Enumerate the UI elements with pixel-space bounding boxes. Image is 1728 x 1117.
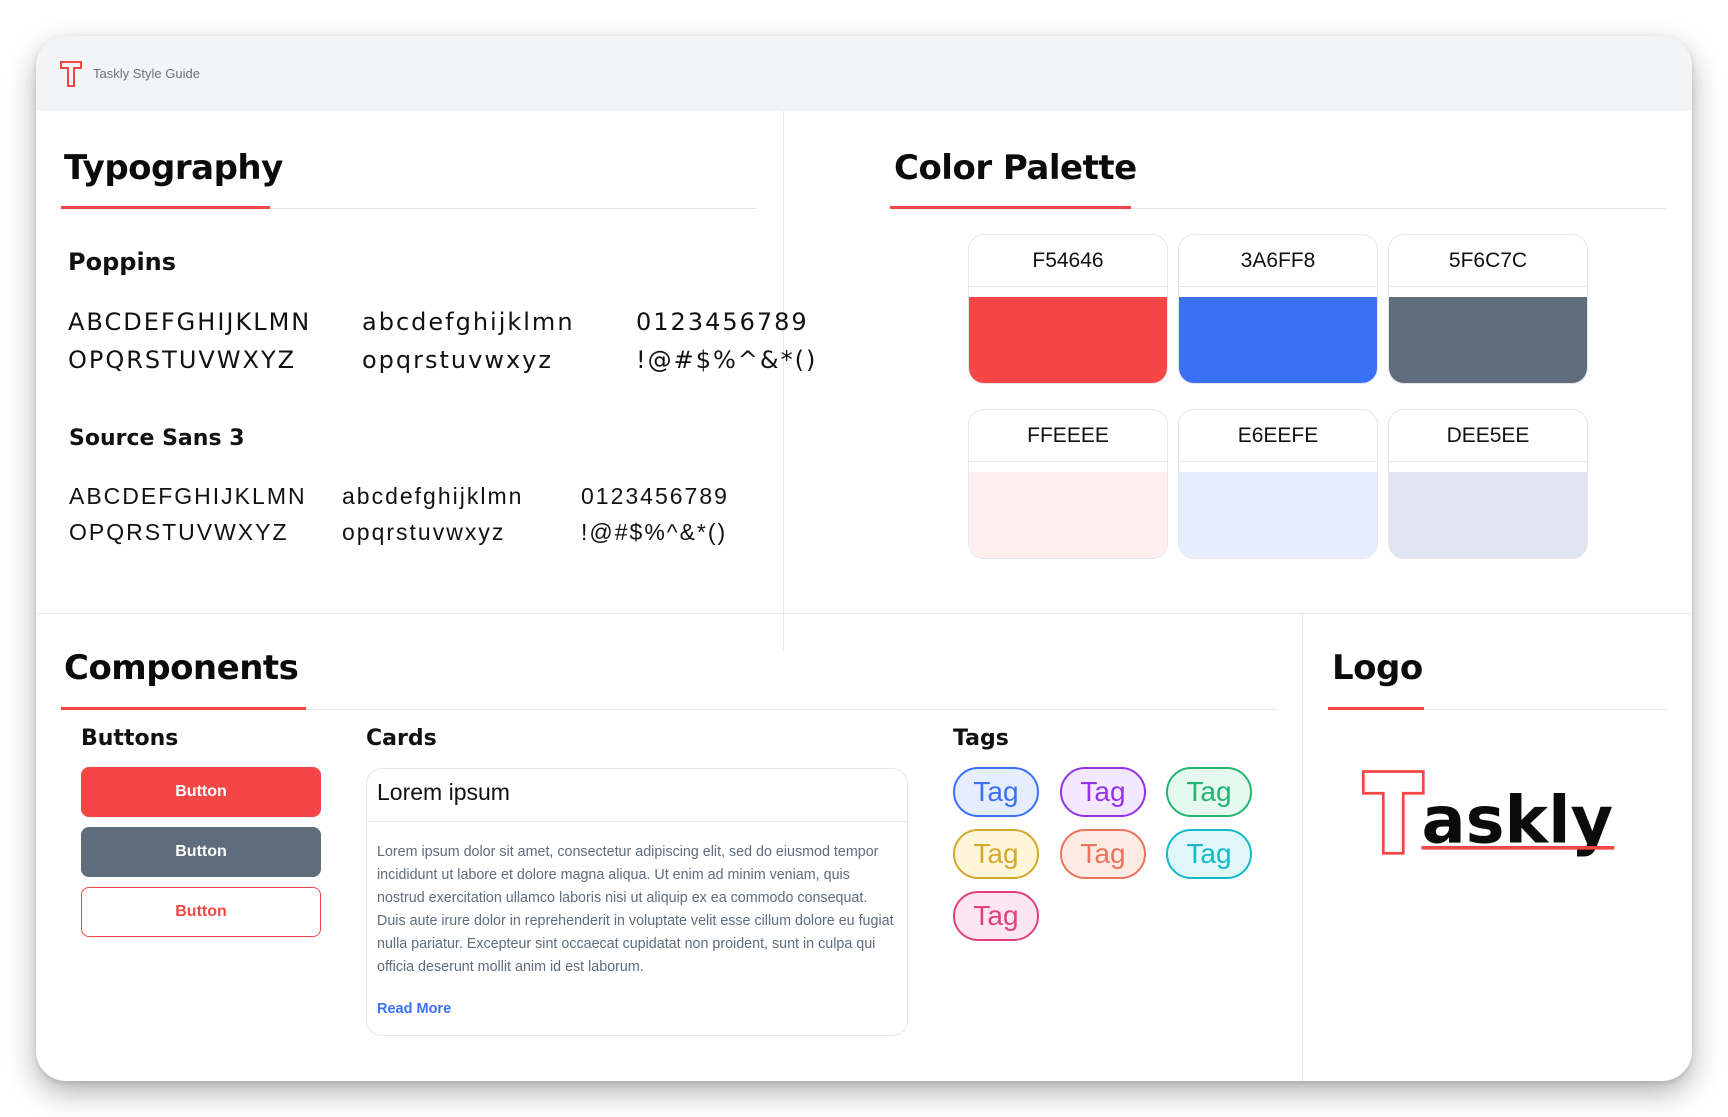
swatch-fill — [1389, 297, 1587, 383]
swatch-e6eefe: E6EEFE — [1178, 409, 1378, 559]
secondary-button[interactable]: Button — [81, 827, 321, 877]
swatch-fill — [1389, 472, 1587, 558]
poppins-lowercase: abcdefghijklmn opqrstuvwxyz — [362, 308, 575, 374]
logo-title: Logo — [1332, 648, 1423, 688]
palette-title: Color Palette — [894, 148, 1137, 188]
cards-heading: Cards — [366, 726, 437, 751]
swatch-dee5ee: DEE5EE — [1388, 409, 1588, 559]
logo-rule — [1328, 709, 1668, 710]
palette-rule — [890, 208, 1666, 209]
swatch-hex: FFEEEE — [969, 410, 1167, 462]
taskly-wordmark-logo: askly — [1361, 770, 1615, 858]
swatch-3a6ff8: 3A6FF8 — [1178, 234, 1378, 384]
swatch-hex: 3A6FF8 — [1179, 235, 1377, 287]
card-divider — [367, 821, 907, 822]
swatch-5f6c7c: 5F6C7C — [1388, 234, 1588, 384]
divider-vertical-bottom — [1302, 613, 1303, 1081]
taskly-logo-icon — [60, 60, 82, 87]
divider-vertical-top — [783, 111, 784, 651]
poppins-numbers: 0123456789 !@#$%^&*() — [636, 308, 818, 374]
tag-yellow[interactable]: Tag — [953, 829, 1039, 879]
primary-button[interactable]: Button — [81, 767, 321, 817]
tag-orange[interactable]: Tag — [1060, 829, 1146, 879]
tag-green[interactable]: Tag — [1166, 767, 1252, 817]
wordmark-underline — [1421, 846, 1615, 850]
components-rule — [61, 709, 1277, 710]
swatch-f54646: F54646 — [968, 234, 1168, 384]
window-title: Taskly Style Guide — [93, 66, 200, 81]
swatch-fill — [969, 472, 1167, 558]
poppins-uppercase: ABCDEFGHIJKLMN OPQRSTUVWXYZ — [68, 308, 312, 374]
font-name-source-sans: Source Sans 3 — [69, 426, 245, 451]
buttons-heading: Buttons — [81, 726, 179, 751]
card-title: Lorem ipsum — [377, 779, 510, 805]
swatch-fill — [1179, 297, 1377, 383]
swatch-fill — [1179, 472, 1377, 558]
swatch-ffeeee: FFEEEE — [968, 409, 1168, 559]
typography-title: Typography — [64, 148, 283, 188]
tags-heading: Tags — [953, 726, 1009, 751]
divider-horizontal — [36, 613, 1692, 614]
font-name-poppins: Poppins — [68, 248, 177, 276]
swatch-fill — [969, 297, 1167, 383]
wordmark-text: askly — [1421, 782, 1613, 858]
source-uppercase: ABCDEFGHIJKLMN OPQRSTUVWXYZ — [69, 483, 307, 545]
typography-rule — [61, 208, 757, 209]
outline-button[interactable]: Button — [81, 887, 321, 937]
style-guide-window: Taskly Style Guide Typography Poppins AB… — [36, 36, 1692, 1081]
typography-accent — [61, 206, 270, 209]
source-lowercase: abcdefghijklmn opqrstuvwxyz — [342, 483, 524, 545]
swatch-hex: 5F6C7C — [1389, 235, 1587, 287]
swatch-hex: DEE5EE — [1389, 410, 1587, 462]
sample-card: Lorem ipsum Lorem ipsum dolor sit amet, … — [366, 768, 908, 1036]
window-header: Taskly Style Guide — [36, 36, 1692, 111]
swatch-hex: F54646 — [969, 235, 1167, 287]
components-accent — [61, 707, 306, 710]
tag-pink[interactable]: Tag — [953, 891, 1039, 941]
tag-purple[interactable]: Tag — [1060, 767, 1146, 817]
components-title: Components — [64, 648, 299, 688]
tag-blue[interactable]: Tag — [953, 767, 1039, 817]
swatch-hex: E6EEFE — [1179, 410, 1377, 462]
read-more-link[interactable]: Read More — [377, 1001, 452, 1017]
source-numbers: 0123456789 !@#$%^&*() — [581, 483, 729, 545]
logo-accent — [1328, 707, 1424, 710]
tag-cyan[interactable]: Tag — [1166, 829, 1252, 879]
palette-accent — [890, 206, 1131, 209]
card-body: Lorem ipsum dolor sit amet, consectetur … — [377, 844, 894, 975]
